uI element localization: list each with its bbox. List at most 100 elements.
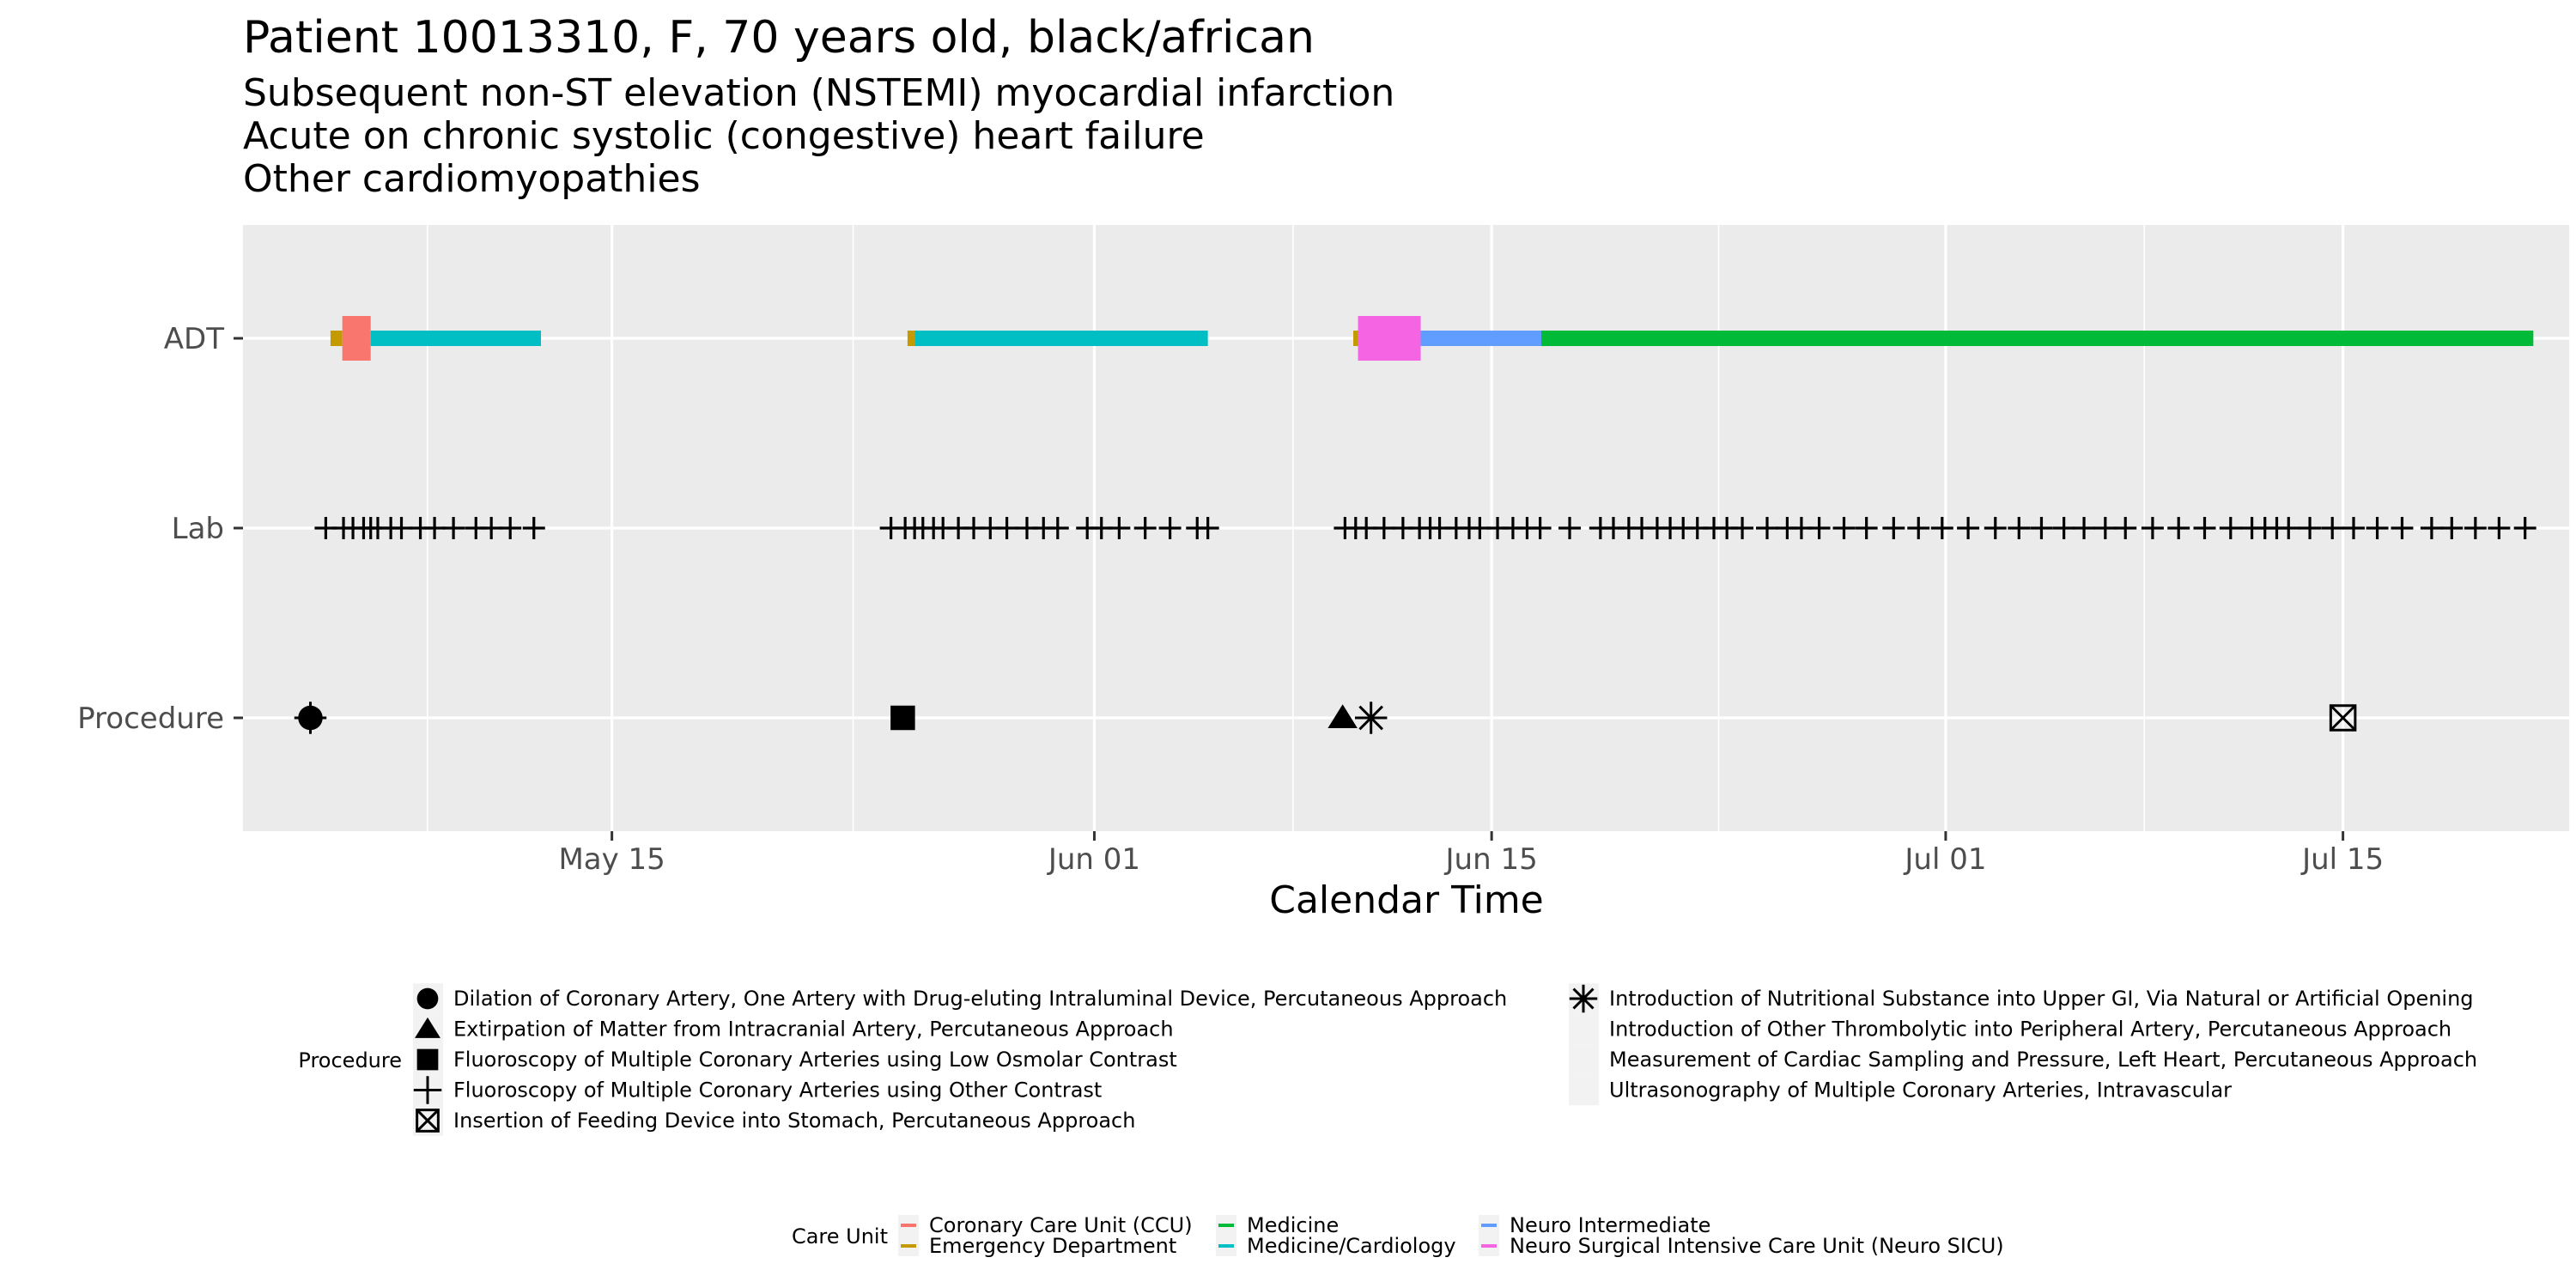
care-unit-legend-label: Neuro Intermediate (1510, 1213, 1710, 1237)
procedure-legend-label: Extirpation of Matter from Intracranial … (453, 1018, 1174, 1042)
adt-segment (330, 331, 343, 346)
lab-event-mark (1158, 517, 1182, 539)
lab-event-mark (499, 517, 522, 539)
procedure-legend-title: Procedure (298, 1048, 402, 1072)
chart-subtitle-line-1: Subsequent non-ST elevation (NSTEMI) myo… (243, 71, 1395, 115)
adt-segment (907, 331, 915, 346)
y-tick-label: Lab (172, 512, 224, 546)
adt-segment (1358, 316, 1421, 361)
procedure-legend: Procedure Dilation of Coronary Artery, On… (298, 983, 2477, 1136)
lab-event-mark (2193, 517, 2216, 539)
procedure-legend-key (413, 1076, 442, 1104)
lab-event-mark (995, 517, 1018, 539)
lab-event-mark (2073, 517, 2096, 539)
lab-event-mark (2321, 517, 2344, 539)
lab-event-mark (2167, 517, 2190, 539)
lab-event-mark (1832, 517, 1856, 539)
lab-event-mark (1133, 517, 1157, 539)
lab-event-mark (1731, 517, 1754, 539)
y-tick-label: ADT (164, 322, 224, 356)
lab-event-mark (480, 517, 503, 539)
lab-event-mark (2114, 517, 2137, 539)
procedure-legend-key (416, 1048, 439, 1071)
chart-subtitle-line-2: Acute on chronic systolic (congestive) h… (243, 114, 1205, 158)
lab-event-mark (2052, 517, 2075, 539)
procedure-legend-key (416, 987, 439, 1010)
care-unit-legend-label: Medicine/Cardiology (1247, 1234, 1456, 1258)
legend-key-background (1569, 1013, 1599, 1045)
lab-event-mark (2219, 517, 2242, 539)
procedure-legend-label: Fluoroscopy of Multiple Coronary Arterie… (453, 1078, 1102, 1103)
lab-event-mark (1882, 517, 1905, 539)
procedure-mark (890, 705, 915, 731)
procedure-legend-key (415, 1017, 440, 1038)
care-unit-legend-title: Care Unit (792, 1224, 888, 1249)
adt-segment (1353, 331, 1358, 346)
lab-series (314, 517, 2537, 539)
procedure-series (294, 702, 2357, 734)
procedure-mark (2329, 704, 2357, 732)
lab-event-mark (1108, 517, 1131, 539)
lab-event-mark (1046, 517, 1069, 539)
procedure-legend-key (1569, 984, 1598, 1013)
care-unit-legend-label: Medicine (1247, 1213, 1339, 1237)
x-tick-label: Jul 15 (2300, 842, 2384, 877)
procedure-legend-label: Fluoroscopy of Multiple Coronary Arterie… (453, 1048, 1177, 1072)
lab-event-mark (442, 517, 465, 539)
x-tick-label: May 15 (558, 842, 665, 877)
adt-segment (1540, 331, 2534, 346)
procedure-legend-key (416, 1109, 440, 1133)
lab-event-mark (1930, 517, 1953, 539)
x-tick-label: Jun 15 (1444, 842, 1538, 877)
lab-event-mark (1372, 517, 1395, 539)
lab-event-mark (2141, 517, 2164, 539)
x-tick-label: Jul 01 (1903, 842, 1986, 877)
lab-event-mark (390, 517, 413, 539)
care-unit-legend-label: Emergency Department (929, 1234, 1176, 1258)
adt-segment (342, 316, 371, 361)
legend-key-background (1569, 1044, 1599, 1075)
chart-subtitle-line-3: Other cardiomyopathies (243, 157, 701, 201)
lab-event-mark (2391, 517, 2414, 539)
lab-event-mark (2440, 517, 2464, 539)
lab-event-mark (1984, 517, 2007, 539)
procedure-legend-label: Dilation of Coronary Artery, One Artery … (453, 987, 1507, 1011)
lab-event-mark (2299, 517, 2322, 539)
procedure-legend-label: Introduction of Other Thrombolytic into … (1609, 1018, 2451, 1042)
lab-event-mark (1528, 517, 1552, 539)
lab-event-mark (2513, 517, 2537, 539)
procedure-legend-label: Ultrasonography of Multiple Coronary Art… (1609, 1078, 2232, 1103)
lab-event-mark (2008, 517, 2031, 539)
lab-event-mark (2342, 517, 2366, 539)
lab-event-mark (2093, 517, 2117, 539)
lab-event-mark (1807, 517, 1831, 539)
lab-event-mark (2464, 517, 2487, 539)
care-unit-legend: Care Unit Coronary Care Unit (CCU)Emergen… (792, 1213, 2004, 1258)
procedure-legend-label: Introduction of Nutritional Substance in… (1609, 987, 2474, 1011)
lab-event-mark (2366, 517, 2389, 539)
procedure-legend-label: Insertion of Feeding Device into Stomach… (453, 1109, 1135, 1133)
lab-event-mark (423, 517, 447, 539)
adt-series (330, 316, 2534, 361)
adt-segment (1420, 331, 1541, 346)
lab-event-mark (1755, 517, 1778, 539)
adt-segment (914, 331, 1208, 346)
procedure-mark (1354, 702, 1388, 734)
lab-event-mark (1907, 517, 1930, 539)
procedure-mark (294, 702, 327, 734)
chart-title: Patient 10013310, F, 70 years old, black… (243, 12, 1315, 64)
lab-event-mark (522, 517, 545, 539)
lab-event-mark (2030, 517, 2053, 539)
lab-event-mark (1558, 517, 1582, 539)
adt-segment (370, 331, 542, 346)
care-unit-legend-label: Coronary Care Unit (CCU) (929, 1213, 1193, 1237)
lab-event-mark (2488, 517, 2511, 539)
lab-event-mark (2420, 517, 2443, 539)
lab-event-mark (2277, 517, 2300, 539)
procedure-legend-label: Measurement of Cardiac Sampling and Pres… (1609, 1048, 2477, 1072)
lab-event-mark (1855, 517, 1878, 539)
procedure-mark (1327, 704, 1358, 728)
lab-event-mark (1196, 517, 1219, 539)
x-axis-title: Calendar Time (1269, 878, 1544, 922)
